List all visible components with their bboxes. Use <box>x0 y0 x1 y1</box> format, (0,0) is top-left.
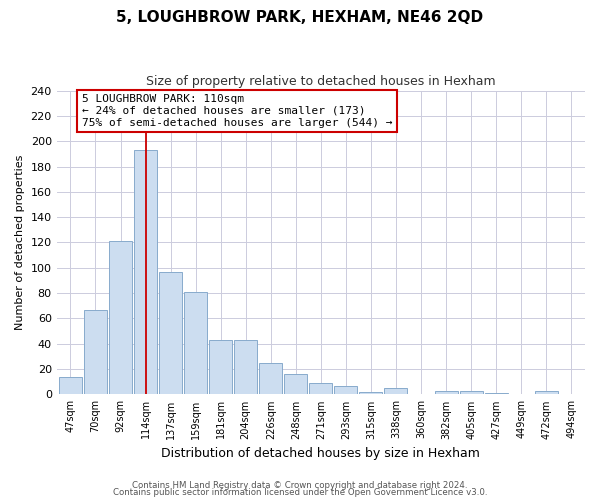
Bar <box>259 363 282 394</box>
Text: Contains public sector information licensed under the Open Government Licence v3: Contains public sector information licen… <box>113 488 487 497</box>
Text: Contains HM Land Registry data © Crown copyright and database right 2024.: Contains HM Land Registry data © Crown c… <box>132 480 468 490</box>
Bar <box>234 340 257 394</box>
Bar <box>109 241 132 394</box>
Title: Size of property relative to detached houses in Hexham: Size of property relative to detached ho… <box>146 75 496 88</box>
Text: 5 LOUGHBROW PARK: 110sqm
← 24% of detached houses are smaller (173)
75% of semi-: 5 LOUGHBROW PARK: 110sqm ← 24% of detach… <box>82 94 392 128</box>
Bar <box>134 150 157 394</box>
Bar <box>159 272 182 394</box>
Bar <box>209 340 232 394</box>
Bar <box>334 386 358 394</box>
Bar <box>460 390 482 394</box>
Bar <box>385 388 407 394</box>
Bar <box>535 390 558 394</box>
Y-axis label: Number of detached properties: Number of detached properties <box>15 155 25 330</box>
Bar <box>284 374 307 394</box>
Bar <box>184 292 207 394</box>
Bar <box>84 310 107 394</box>
X-axis label: Distribution of detached houses by size in Hexham: Distribution of detached houses by size … <box>161 447 480 460</box>
Bar <box>485 393 508 394</box>
Bar <box>310 383 332 394</box>
Bar <box>434 390 458 394</box>
Bar <box>59 376 82 394</box>
Bar <box>359 392 382 394</box>
Text: 5, LOUGHBROW PARK, HEXHAM, NE46 2QD: 5, LOUGHBROW PARK, HEXHAM, NE46 2QD <box>116 10 484 25</box>
